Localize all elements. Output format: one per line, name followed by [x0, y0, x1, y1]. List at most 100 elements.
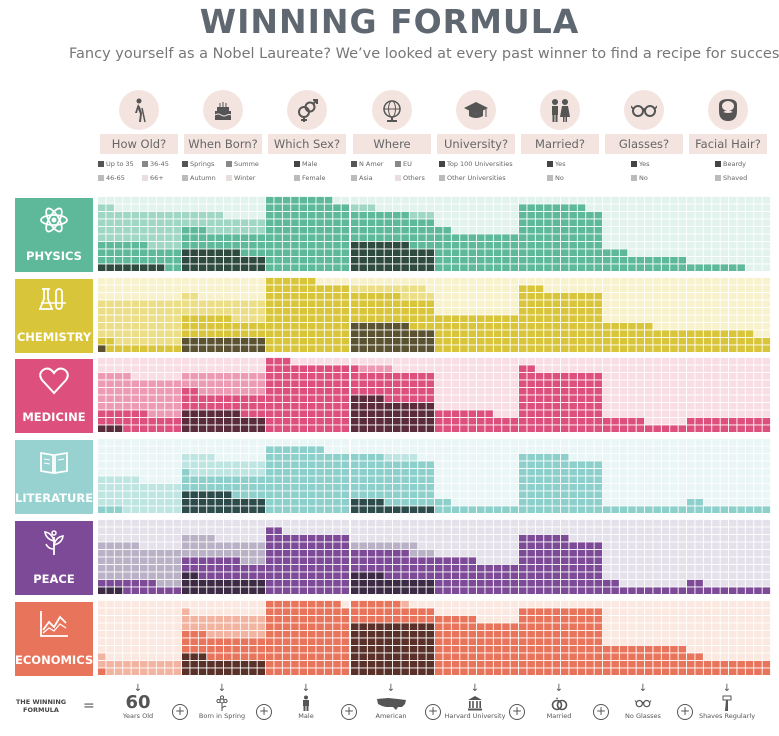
waffle-cell: [98, 425, 106, 432]
waffle-cell: [653, 542, 661, 549]
waffle-cell: [341, 264, 350, 271]
waffle-cell: [552, 527, 561, 534]
waffle-cell: [291, 219, 299, 226]
waffle-cell: [384, 623, 393, 630]
waffle-cell: [619, 372, 628, 380]
waffle-cell: [393, 446, 401, 453]
waffle-cell: [729, 417, 737, 425]
waffle-cell: [485, 417, 493, 425]
waffle-cell: [257, 322, 266, 330]
waffle-cell: [215, 446, 224, 453]
waffle-cell: [435, 249, 443, 256]
waffle-cell: [720, 476, 729, 483]
waffle-cell: [148, 623, 156, 630]
waffle-cell: [737, 557, 745, 564]
waffle-cell: [661, 372, 670, 380]
waffle-cell: [282, 330, 291, 337]
waffle-cell: [249, 256, 257, 264]
waffle-cell: [586, 322, 594, 330]
waffle-cell: [687, 623, 695, 630]
waffle-cell: [240, 527, 249, 534]
waffle-cell: [577, 357, 586, 365]
waffle-cell: [198, 645, 207, 653]
waffle-cell: [299, 249, 308, 256]
waffle-cell: [148, 425, 156, 432]
waffle-cell: [493, 476, 502, 483]
waffle-cell: [485, 608, 493, 615]
waffle-cell: [232, 557, 240, 564]
waffle-cell: [619, 468, 628, 476]
waffle-cell: [156, 668, 165, 675]
legend-label: Male: [302, 160, 318, 168]
waffle-cell: [316, 256, 324, 264]
waffle-medicine-5: [519, 357, 603, 432]
waffle-cell: [215, 491, 224, 498]
waffle-cell: [232, 519, 240, 527]
waffle-cell: [645, 519, 653, 527]
waffle-cell: [257, 491, 266, 498]
waffle-cell: [443, 211, 451, 219]
legend-swatch: [226, 175, 232, 181]
waffle-cell: [754, 630, 762, 638]
waffle-cell: [182, 519, 190, 527]
waffle-cell: [215, 660, 224, 668]
waffle-cell: [393, 660, 401, 668]
waffle-cell: [493, 307, 502, 315]
waffle-cell: [670, 249, 678, 256]
waffle-cell: [653, 600, 661, 608]
waffle-cell: [569, 660, 577, 668]
waffle-cell: [316, 615, 324, 623]
waffle-cell: [324, 542, 333, 549]
waffle-cell: [148, 219, 156, 226]
waffle-cell: [737, 264, 745, 271]
waffle-cell: [729, 292, 737, 300]
waffle-cell: [561, 587, 569, 594]
waffle-cell: [493, 277, 502, 285]
waffle-cell: [594, 204, 603, 211]
waffle-cell: [207, 453, 215, 461]
waffle-cell: [409, 402, 418, 410]
waffle-cell: [586, 285, 594, 292]
waffle-cell: [257, 219, 266, 226]
waffle-cell: [341, 519, 350, 527]
waffle-cell: [418, 211, 426, 219]
waffle-cell: [409, 453, 418, 461]
waffle-cell: [401, 417, 409, 425]
waffle-cell: [661, 256, 670, 264]
waffle-cell: [519, 623, 527, 630]
waffle-cell: [754, 410, 762, 417]
waffle-cell: [468, 557, 477, 564]
waffle-cell: [451, 219, 460, 226]
waffle-cell: [720, 483, 729, 491]
waffle-cell: [418, 219, 426, 226]
waffle-cell: [519, 330, 527, 337]
waffle-cell: [661, 380, 670, 387]
waffle-cell: [359, 534, 367, 542]
waffle-cell: [720, 285, 729, 292]
waffle-cell: [670, 345, 678, 352]
waffle-cell: [367, 483, 376, 491]
waffle-peace-7: [687, 519, 771, 594]
waffle-cell: [485, 645, 493, 653]
waffle-cell: [215, 645, 224, 653]
waffle-cell: [249, 307, 257, 315]
waffle-cell: [451, 226, 460, 234]
waffle-cell: [628, 196, 636, 204]
waffle-cell: [552, 564, 561, 572]
waffle-cell: [762, 600, 771, 608]
legend-label: Springs: [190, 160, 215, 168]
waffle-cell: [745, 226, 754, 234]
waffle-cell: [762, 322, 771, 330]
waffle-cell: [544, 519, 552, 527]
waffle-cell: [123, 468, 131, 476]
waffle-cell: [586, 498, 594, 506]
waffle-cell: [426, 322, 435, 330]
waffle-cell: [737, 285, 745, 292]
waffle-cell: [240, 579, 249, 587]
waffle-cell: [510, 277, 519, 285]
waffle-cell: [324, 483, 333, 491]
waffle-cell: [527, 219, 535, 226]
waffle-cell: [745, 527, 754, 534]
waffle-cell: [299, 417, 308, 425]
waffle-cell: [266, 292, 274, 300]
